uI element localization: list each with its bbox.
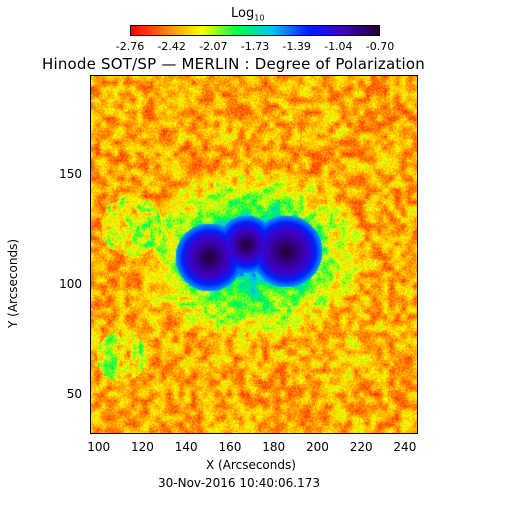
plot-title: Hinode SOT/SP — MERLIN : Degree of Polar… (42, 55, 425, 73)
colorbar-tick-label: -2.42 (157, 40, 186, 53)
x-tick-label: 220 (349, 440, 373, 454)
colorbar-tick-label: -2.76 (115, 40, 145, 53)
colorbar-tick-label: -1.04 (324, 40, 353, 53)
y-axis-label: Y (Arcseconds) (6, 238, 20, 328)
colorbar-tick-label: -2.07 (199, 40, 228, 53)
x-tick-label: 140 (174, 440, 198, 454)
x-tick-label: 240 (393, 440, 417, 454)
y-tick-label: 50 (66, 387, 82, 402)
colorbar (130, 25, 380, 36)
polarization-map (90, 75, 418, 434)
y-tick-label: 100 (59, 277, 82, 292)
colorbar-tick-label: -1.73 (240, 40, 270, 53)
colorbar-title: Log10 (231, 6, 265, 23)
x-tick-label: 120 (131, 440, 154, 454)
x-tick-label: 100 (87, 440, 111, 454)
colorbar-tick-label: -0.70 (365, 40, 395, 53)
colorbar-tick-label: -1.39 (282, 40, 311, 53)
polarization-map-image (91, 76, 417, 433)
timestamp: 30-Nov-2016 10:40:06.173 (158, 476, 320, 490)
x-tick-label: 180 (262, 440, 286, 454)
x-axis-label: X (Arcseconds) (206, 458, 296, 472)
x-tick-label: 160 (218, 440, 242, 454)
y-tick-label: 150 (59, 167, 82, 182)
x-tick-label: 200 (305, 440, 329, 454)
colorbar-tick-labels: -2.76 -2.42 -2.07 -1.73 -1.39 -1.04 -0.70 (108, 40, 403, 54)
